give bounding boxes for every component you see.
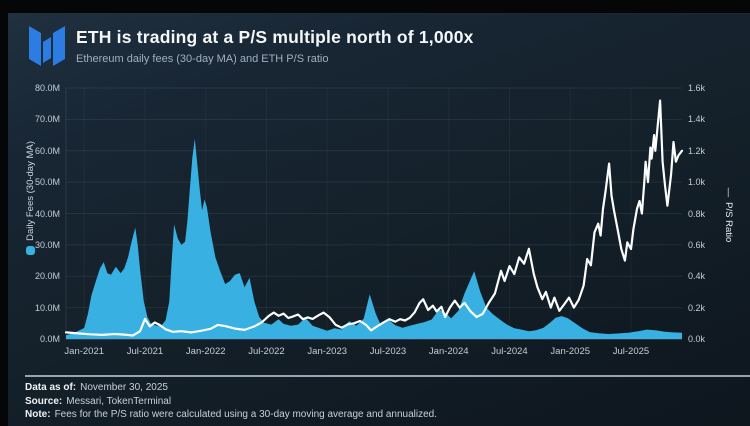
- x-axis-tick-Jul-2022: Jul-2022: [248, 346, 285, 357]
- footer-source-label: Source:: [25, 396, 63, 407]
- right-axis-tick-0.4k: 0.4k: [688, 271, 706, 282]
- right-axis-tick-1.2k: 1.2k: [688, 145, 706, 156]
- left-axis-tick-30.0M: 30.0M: [34, 239, 60, 250]
- right-axis-tick-1.6k: 1.6k: [688, 83, 706, 93]
- left-axis-tick-20.0M: 20.0M: [34, 271, 60, 282]
- right-axis-tick-0.2k: 0.2k: [688, 302, 706, 313]
- page-title: ETH is trading at a P/S multiple north o…: [76, 27, 474, 47]
- right-axis-tick-0.6k: 0.6k: [688, 239, 706, 250]
- footer-divider: [25, 375, 750, 377]
- left-axis-tick-40.0M: 40.0M: [34, 208, 60, 219]
- footer-note: Note: Fees for the P/S ratio were calcula…: [25, 409, 437, 420]
- messari-logo-icon: [29, 26, 65, 66]
- x-axis-tick-Jan-2025: Jan-2025: [550, 346, 591, 357]
- x-axis-tick-Jul-2025: Jul-2025: [612, 346, 650, 357]
- x-axis-tick-Jan-2023: Jan-2023: [307, 346, 348, 357]
- ps-ratio-line-series: [64, 99, 684, 337]
- left-axis-tick-0.0M: 0.0M: [39, 334, 60, 344]
- x-axis-tick-Jan-2024: Jan-2024: [428, 346, 469, 357]
- left-axis-tick-10.0M: 10.0M: [34, 302, 60, 313]
- left-axis-tick-50.0M: 50.0M: [34, 177, 60, 188]
- left-axis-tick-70.0M: 70.0M: [34, 114, 60, 125]
- x-axis-tick-Jul-2023: Jul-2023: [369, 346, 407, 357]
- footer-source-value: Messari, TokenTerminal: [66, 396, 172, 407]
- page-subtitle: Ethereum daily fees (30-day MA) and ETH …: [76, 53, 329, 65]
- left-axis-tick-60.0M: 60.0M: [34, 145, 60, 156]
- right-axis-tick-0.0k: 0.0k: [688, 334, 706, 344]
- x-axis-tick-Jul-2024: Jul-2024: [491, 346, 528, 357]
- x-axis-tick-Jan-2021: Jan-2021: [64, 346, 105, 357]
- footer-data-as-of-value: November 30, 2025: [80, 382, 168, 393]
- footer-data-as-of: Data as of: November 30, 2025: [25, 382, 168, 393]
- x-axis-tick-Jan-2022: Jan-2022: [185, 346, 226, 357]
- fees-area-series: [66, 138, 682, 339]
- footer-note-value: Fees for the P/S ratio were calculated u…: [54, 409, 438, 420]
- footer-data-as-of-label: Data as of:: [25, 382, 77, 393]
- right-axis-tick-0.8k: 0.8k: [688, 208, 706, 219]
- x-axis-tick-Jul-2021: Jul-2021: [126, 346, 164, 357]
- right-axis-tick-1.0k: 1.0k: [688, 177, 706, 188]
- chart-card: ETH is trading at a P/S multiple north o…: [8, 13, 750, 426]
- chart-canvas: [64, 87, 684, 340]
- footer-note-label: Note:: [25, 409, 51, 420]
- footer-source: Source: Messari, TokenTerminal: [25, 396, 171, 407]
- left-axis-tick-80.0M: 80.0M: [34, 83, 60, 93]
- right-axis-tick-1.4k: 1.4k: [688, 114, 706, 125]
